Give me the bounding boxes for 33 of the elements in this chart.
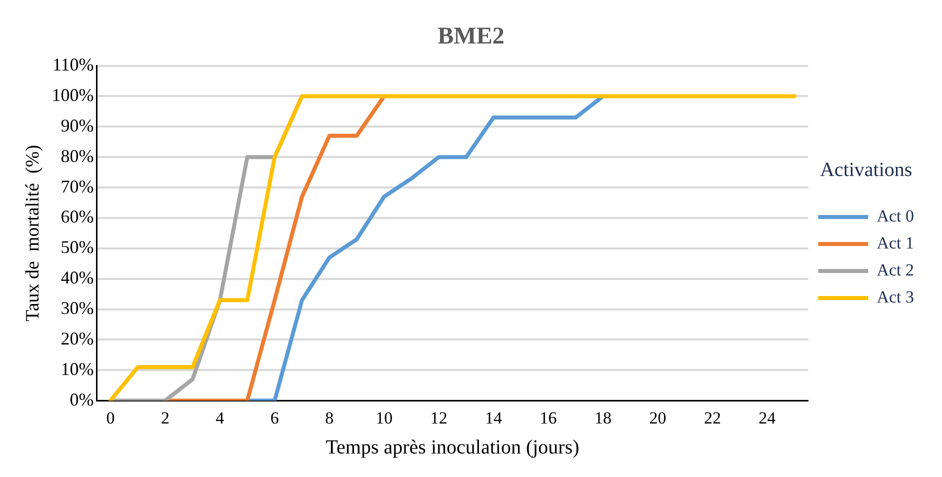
- chart-title: BME2: [438, 24, 504, 50]
- x-tick-label: 14: [485, 408, 503, 428]
- x-tick-label: 0: [106, 408, 115, 428]
- y-tick-label: 20%: [60, 328, 94, 348]
- y-axis-title: Taux de mortalité (%): [22, 144, 44, 322]
- x-tick-label: 18: [594, 408, 612, 428]
- x-tick-label: 22: [704, 408, 721, 428]
- legend-title: Activations: [820, 158, 912, 181]
- y-tick-label: 40%: [60, 268, 94, 288]
- x-tick-label: 8: [325, 408, 334, 428]
- legend-label: Act 2: [876, 260, 914, 280]
- legend-label: Act 3: [876, 287, 914, 306]
- legend-label: Act 0: [876, 206, 914, 226]
- y-tick-label: 100%: [52, 84, 94, 105]
- y-tick-label: 60%: [60, 206, 94, 227]
- y-tick-label: 10%: [60, 358, 94, 379]
- y-tick-label: 70%: [60, 176, 94, 196]
- y-tick-label: 110%: [52, 54, 94, 75]
- x-tick-label: 24: [758, 408, 776, 428]
- x-tick-label: 2: [160, 408, 170, 428]
- x-tick-label: 6: [270, 408, 279, 428]
- x-axis-title: Temps après inoculation (jours): [326, 436, 580, 458]
- y-tick-label: 30%: [60, 298, 94, 318]
- y-tick-label: 80%: [60, 146, 94, 166]
- x-tick-label: 10: [376, 408, 393, 428]
- x-tick-label: 20: [649, 408, 666, 428]
- y-tick-label: 50%: [60, 237, 94, 258]
- x-tick-label: 16: [540, 408, 557, 428]
- x-tick-label: 12: [430, 408, 448, 428]
- y-tick-label: 0%: [70, 389, 94, 410]
- legend-label: Act 1: [876, 233, 914, 252]
- x-tick-label: 4: [216, 408, 225, 428]
- y-tick-label: 90%: [60, 115, 94, 136]
